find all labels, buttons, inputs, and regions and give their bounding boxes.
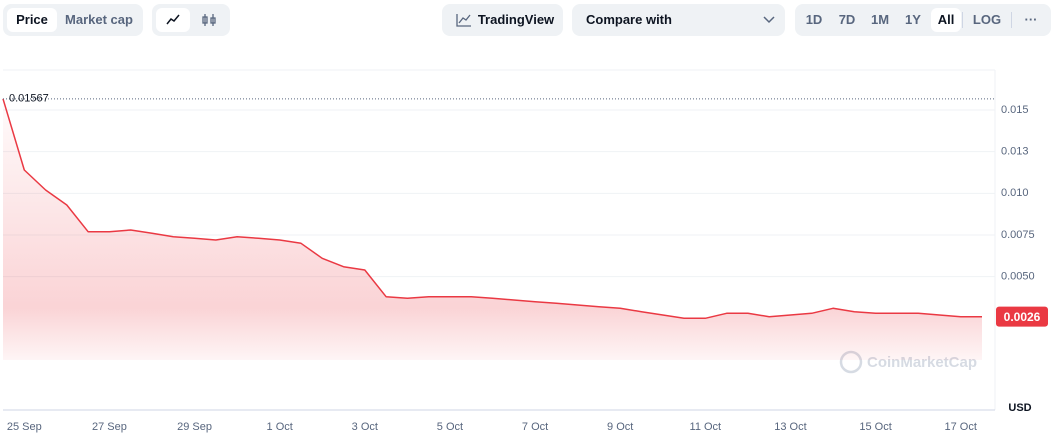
- candle-button[interactable]: [192, 8, 226, 32]
- y-tick-label: 0.015: [1001, 104, 1029, 116]
- divider: [1011, 12, 1012, 28]
- y-tick-label: 0.010: [1001, 187, 1029, 199]
- price-toggle: Price Market cap: [3, 4, 143, 36]
- compare-select[interactable]: Compare with: [572, 4, 785, 36]
- divider: [962, 12, 963, 28]
- line-button[interactable]: [156, 8, 190, 32]
- y-tick-label: 0.013: [1001, 146, 1029, 158]
- range-button[interactable]: 1M: [870, 12, 890, 27]
- range-button[interactable]: 1Y: [905, 12, 921, 27]
- currency-label: USD: [1008, 402, 1031, 414]
- tv-icon: [456, 14, 471, 27]
- compare-label: Compare with: [586, 12, 672, 27]
- max-label: 0.01567: [9, 93, 49, 105]
- x-tick-label: 17 Oct: [945, 421, 977, 433]
- price-area: [3, 98, 982, 361]
- last-price-label: 0.0026: [1004, 310, 1041, 324]
- chart-style-toggle: [152, 4, 230, 36]
- x-tick-label: 27 Sep: [92, 421, 127, 433]
- y-tick-label: 0.0075: [1001, 229, 1035, 241]
- x-tick-label: 3 Oct: [352, 421, 378, 433]
- range-button[interactable]: All: [931, 8, 961, 32]
- x-tick-label: 9 Oct: [607, 421, 633, 433]
- price-button[interactable]: Price: [7, 8, 57, 32]
- log-button[interactable]: LOG: [972, 12, 1002, 27]
- x-tick-label: 29 Sep: [177, 421, 212, 433]
- x-tick-label: 13 Oct: [774, 421, 806, 433]
- chart: USD CoinMarketCap 0.00500.00750.0100.013…: [2, 69, 1048, 433]
- range-button[interactable]: 1D: [805, 12, 823, 27]
- x-tick-label: 7 Oct: [522, 421, 548, 433]
- chevron: [763, 16, 775, 24]
- range-toggle: LOG ··· 1D 7D 1M 1Y All: [795, 4, 1051, 36]
- market-cap-button[interactable]: Market cap: [65, 12, 133, 27]
- x-tick-label: 1 Oct: [267, 421, 293, 433]
- line-icon: [166, 14, 180, 25]
- tradingview-label: TradingView: [477, 12, 555, 27]
- price-line: [2, 98, 982, 320]
- x-tick-label: 15 Oct: [859, 421, 891, 433]
- more-button[interactable]: ···: [1024, 12, 1038, 27]
- x-tick-label: 5 Oct: [437, 421, 463, 433]
- range-button[interactable]: 7D: [838, 12, 856, 27]
- x-tick-label: 11 Oct: [690, 421, 722, 433]
- last-price-tag: [996, 306, 1048, 327]
- tradingview-button[interactable]: TradingView: [442, 4, 563, 36]
- y-tick-label: 0.0050: [1001, 271, 1035, 283]
- x-tick-label: 25 Sep: [7, 421, 42, 433]
- candle-icon: [202, 14, 216, 26]
